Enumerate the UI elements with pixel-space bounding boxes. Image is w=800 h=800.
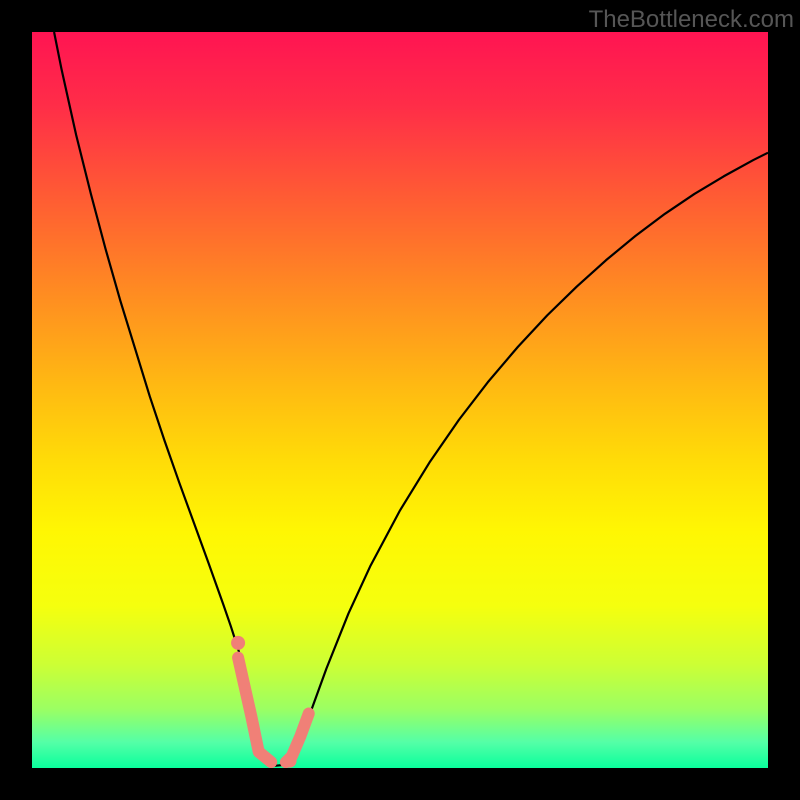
feet-overlay-dot-1 [283, 754, 297, 768]
chart-svg [32, 32, 768, 768]
watermark-label: TheBottleneck.com [589, 6, 794, 34]
bottleneck-curve [54, 32, 768, 766]
bottleneck-chart: TheBottleneck.com [0, 0, 800, 800]
feet-overlay-segment-0 [238, 658, 271, 763]
plot-area [32, 32, 768, 768]
feet-overlay-dot-0 [231, 636, 245, 650]
